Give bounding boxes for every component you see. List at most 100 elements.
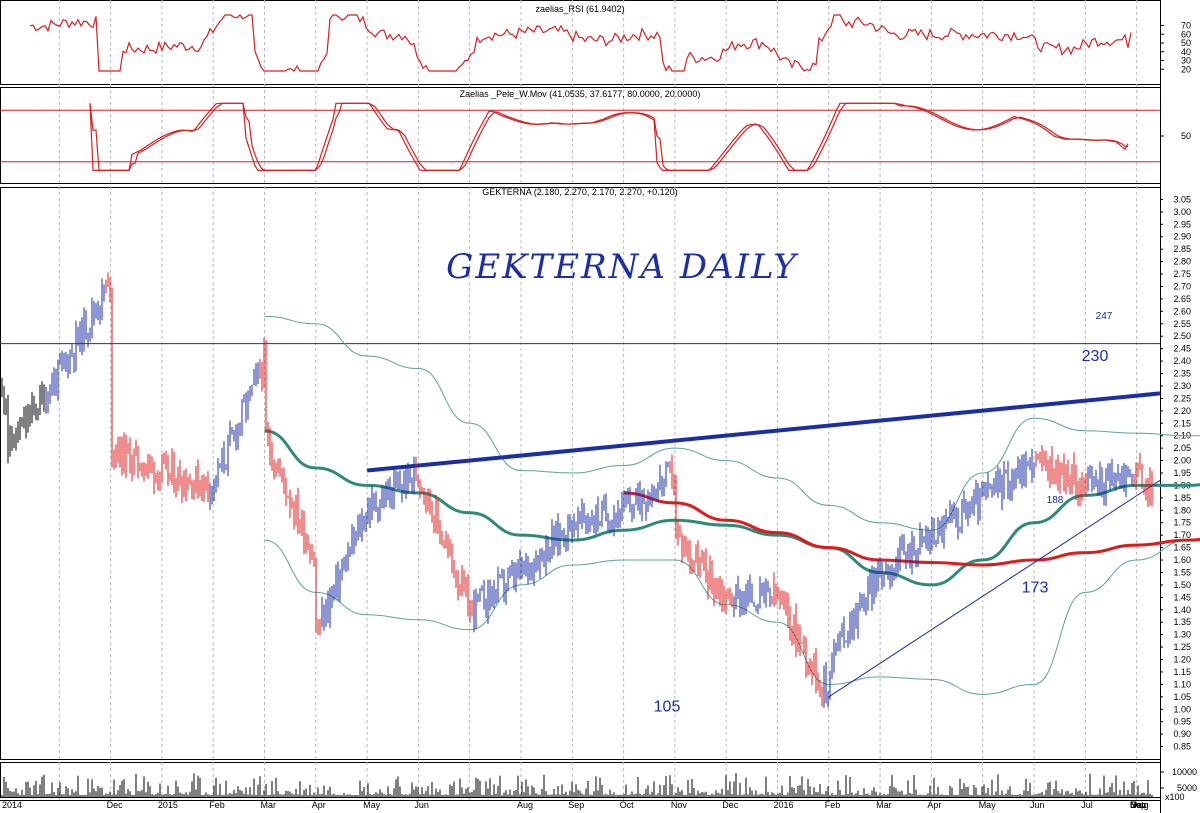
price-overlays [0,315,1200,698]
price-tick-label: 3.05 [1173,194,1191,204]
price-tick-label: 2.75 [1173,269,1191,279]
x-axis-label: Nov [1130,800,1147,810]
band-upper-line [264,315,1200,531]
panel-frames [0,0,1161,813]
price-panel: GEKTERNA (2.180, 2.270, 2.170, 2.270, +0… [0,187,1200,752]
annotation-label: 173 [1022,579,1049,596]
x-axis-label: Sep [568,800,584,810]
price-tick-label: 1.10 [1173,679,1191,689]
x-axis-label: Jun [414,800,429,810]
moving-average-long-line [623,491,1200,567]
x-axis-label: Apr [312,800,326,810]
price-tick-label: 1.05 [1173,692,1191,702]
price-tick-label: 0.95 [1173,717,1191,727]
price-tick-label: 1.30 [1173,630,1191,640]
trendline-lower [828,480,1161,698]
price-tick-label: 1.75 [1173,518,1191,528]
price-tick-label: 2.80 [1173,257,1191,267]
volume-unit-label: x100 [1165,792,1185,802]
price-tick-label: 3.00 [1173,207,1191,217]
x-axis-label: Oct [620,800,635,810]
rsi-tick-label: 70 [1181,21,1191,31]
price-tick-label: 1.60 [1173,555,1191,565]
price-tick-label: 2.65 [1173,294,1191,304]
trendline-upper [366,391,1161,473]
price-tick-label: 0.85 [1173,742,1191,752]
annotation-label: 230 [1082,348,1109,365]
price-panel-title: GEKTERNA (2.180, 2.270, 2.170, 2.270, +0… [482,187,677,197]
price-tick-label: 2.95 [1173,219,1191,229]
price-tick-label: 2.25 [1173,393,1191,403]
price-tick-label: 1.50 [1173,580,1191,590]
x-axis-label: Dec [722,800,739,810]
panel-border [0,87,1161,184]
price-tick-label: 2.20 [1173,406,1191,416]
x-axis-label: Oct [1130,800,1145,810]
annotation-label: 105 [654,699,681,716]
vertical-gridlines [58,0,1138,800]
volume-tick-label: 5000 [1177,783,1197,793]
price-tick-label: 2.15 [1173,418,1191,428]
rsi-tick-label: 60 [1181,29,1191,39]
price-tick-label: 1.55 [1173,567,1191,577]
price-tick-label: 2.70 [1173,281,1191,291]
price-tick-label: 2.60 [1173,306,1191,316]
price-tick-label: 1.15 [1173,667,1191,677]
x-axis-label: Nov [671,800,688,810]
price-tick-label: 2.40 [1173,356,1191,366]
oscillator-axis-ticks: 50 [1160,131,1191,141]
oscillator-panel-title: Zaelias _Pele_W.Mov (41.0535, 37.6177, 8… [460,89,701,99]
price-tick-label: 2.50 [1173,331,1191,341]
price-bars [1,272,1153,708]
price-tick-label: 1.80 [1173,505,1191,515]
price-tick-label: 1.00 [1173,704,1191,714]
x-axis-label: Apr [927,800,941,810]
x-axis-label: May [979,800,997,810]
rsi-panel-title: zaelias_RSI (61.9402) [535,4,624,14]
x-axis-label: May [363,800,381,810]
x-axis-labels: 2014 Dec 2015 Feb Mar Apr May Jun Aug Sep Oct Nov De… [2,800,1149,810]
x-axis-label: 2015 [158,800,178,810]
x-axis-label: Feb [825,800,841,810]
price-tick-label: 2.30 [1173,381,1191,391]
price-tick-label: 1.20 [1173,655,1191,665]
price-tick-label: 2.55 [1173,319,1191,329]
volume-tick-label: 10000 [1172,767,1197,777]
oscillator-fast-line [89,102,1129,171]
price-tick-label: 2.45 [1173,344,1191,354]
price-tick-label: 1.65 [1173,543,1191,553]
x-axis-label: 2016 [774,800,794,810]
x-axis-label: 2014 [2,800,22,810]
rsi-tick-label: 20 [1181,64,1191,74]
chart-annotation-title: GEKTERNA DAILY [446,247,799,287]
x-axis-label: Dec [107,800,124,810]
price-tick-label: 1.25 [1173,642,1191,652]
annotation-label: 247 [1096,311,1113,322]
oscillator-tick-label: 50 [1181,131,1191,141]
annotation-label: 188 [1047,495,1064,506]
price-tick-label: 1.70 [1173,530,1191,540]
price-tick-label: 1.85 [1173,493,1191,503]
rsi-tick-label: 40 [1181,47,1191,57]
oscillator-panel: Zaelias _Pele_W.Mov (41.0535, 37.6177, 8… [0,89,1191,171]
price-tick-label: 2.00 [1173,456,1191,466]
price-axis-ticks: 3.05 3.00 2.95 2.90 2.85 2.80 2.75 2.70 2.65 2.60… [1160,194,1191,752]
moving-average-mid-line [264,429,1200,587]
price-tick-label: 1.35 [1173,617,1191,627]
price-annotations: 247 230 188 173 105 [654,311,1113,716]
x-axis-label: Aug [517,800,533,810]
price-tick-label: 0.90 [1173,729,1191,739]
x-axis-label: Dec [1130,800,1147,810]
oscillator-lines [0,102,1160,171]
price-tick-label: 1.40 [1173,605,1191,615]
x-axis-label: Mar [261,800,277,810]
price-tick-label: 1.95 [1173,468,1191,478]
price-tick-label: 2.05 [1173,443,1191,453]
rsi-series-line [29,14,1132,72]
oscillator-slow-line [89,102,1129,171]
